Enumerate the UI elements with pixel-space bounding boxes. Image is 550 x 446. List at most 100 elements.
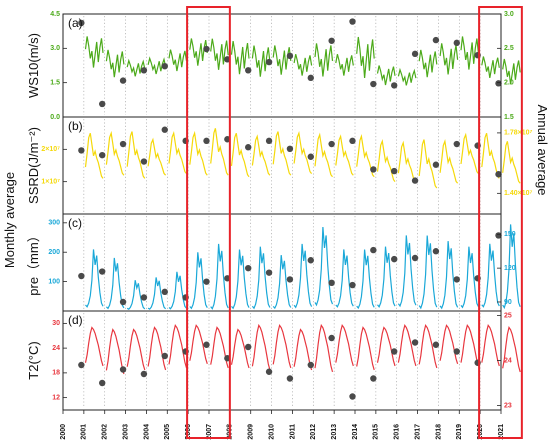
panel-d: 12 18 24 30 23 24 25 (d) T2(°C) — [26, 310, 521, 411]
monthly-series-2010 — [272, 45, 292, 75]
annual-point-2001 — [78, 147, 85, 154]
monthly-series-2019 — [460, 324, 480, 367]
monthly-series-2002 — [105, 130, 125, 176]
monthly-series-2006 — [189, 130, 208, 176]
annual-point-2015 — [370, 166, 377, 173]
annual-point-2013 — [328, 140, 335, 148]
right-tick-label: 23 — [504, 402, 512, 409]
monthly-series-2014 — [356, 326, 375, 371]
left-tick-label: 30 — [52, 320, 60, 327]
left-tick-label: 2×10⁷ — [41, 146, 60, 153]
monthly-series-2009 — [251, 323, 271, 371]
y-axis-title: pre（mm） — [26, 229, 41, 295]
monthly-series-2012 — [314, 226, 334, 307]
monthly-series-2007 — [210, 326, 229, 369]
annual-point-2018 — [432, 248, 440, 255]
annual-point-2019 — [453, 276, 460, 283]
annual-point-2013 — [328, 279, 335, 287]
x-tick-label: 2009 — [248, 424, 255, 440]
annual-point-2017 — [411, 50, 419, 58]
monthly-series-2003 — [126, 328, 146, 371]
left-tick-label: 1.5 — [50, 80, 60, 87]
monthly-series-2015 — [376, 326, 396, 367]
monthly-series-2004 — [147, 137, 167, 176]
monthly-series-2002 — [105, 328, 125, 375]
monthly-series-2013 — [335, 249, 354, 308]
monthly-series-2006 — [189, 252, 208, 310]
monthly-series-2015 — [376, 65, 396, 86]
monthly-series-2005 — [168, 271, 187, 310]
x-tick-label: 2019 — [456, 424, 463, 440]
left-tick-label: 4.5 — [50, 11, 60, 18]
monthly-series-2006 — [189, 38, 208, 66]
monthly-series-2017 — [418, 235, 438, 310]
monthly-series-2016 — [397, 67, 417, 86]
monthly-series-2011 — [293, 130, 313, 174]
annual-point-2019 — [453, 140, 460, 148]
monthly-series-2010 — [272, 255, 292, 310]
monthly-series-2002 — [105, 49, 125, 78]
right-tick-label: 1.78×10⁷ — [504, 130, 532, 137]
monthly-series-2008 — [230, 41, 250, 75]
monthly-series-2020 — [481, 132, 500, 179]
monthly-series-2006 — [189, 324, 208, 364]
monthly-series-2018 — [439, 138, 459, 184]
monthly-series-2012 — [314, 323, 334, 373]
right-tick-label: 120 — [504, 265, 516, 272]
annual-point-2002 — [99, 268, 106, 275]
x-tick-label: 2018 — [435, 424, 442, 440]
annual-point-2009 — [245, 264, 252, 272]
monthly-series-2007 — [210, 128, 229, 176]
annual-point-2016 — [391, 167, 398, 175]
right-tick-label: 3.0 — [504, 11, 514, 18]
annual-point-2014 — [349, 281, 356, 289]
monthly-series-2011 — [293, 54, 313, 76]
annual-point-2005 — [161, 352, 168, 360]
panel-label: (c) — [68, 216, 82, 230]
monthly-series-2016 — [397, 324, 417, 367]
annual-point-2004 — [140, 370, 148, 378]
monthly-series-2021 — [502, 326, 521, 373]
annual-point-2002 — [99, 100, 106, 108]
monthly-series-2009 — [251, 45, 271, 77]
right-tick-label: 2.0 — [504, 80, 514, 87]
annual-point-2010 — [265, 58, 273, 66]
annual-point-2003 — [119, 77, 127, 84]
annual-point-2016 — [391, 255, 398, 263]
annual-point-2009 — [245, 67, 252, 74]
x-tick-label: 2017 — [414, 424, 421, 440]
annual-point-2001 — [78, 361, 85, 369]
annual-point-2018 — [432, 161, 440, 168]
annual-point-2012 — [307, 361, 314, 369]
right-tick-label: 90 — [504, 299, 512, 306]
monthly-series-2001 — [85, 249, 104, 308]
annual-point-2005 — [161, 288, 168, 296]
monthly-series-2017 — [418, 49, 438, 78]
monthly-series-2010 — [272, 131, 292, 176]
monthly-series-2001 — [84, 326, 104, 367]
annual-point-2012 — [307, 74, 314, 82]
left-tick-label: 18 — [52, 370, 60, 377]
y-axis-title: WS10(m/s) — [26, 33, 41, 98]
x-tick-label: 2005 — [164, 424, 171, 440]
monthly-series-2019 — [460, 132, 479, 174]
monthly-series-2009 — [251, 134, 271, 176]
annual-point-2021 — [495, 171, 502, 178]
x-tick-label: 2012 — [310, 424, 317, 440]
monthly-series-2019 — [460, 36, 480, 70]
panel-label: (b) — [68, 119, 83, 133]
monthly-series-2001 — [84, 36, 104, 68]
monthly-series-2005 — [168, 130, 187, 174]
panel-label: (a) — [68, 16, 83, 30]
panel-label: (d) — [68, 313, 83, 327]
y-axis-title: T2(°C) — [26, 341, 41, 379]
right-tick-label: 150 — [504, 231, 516, 238]
monthly-series-2017 — [418, 139, 438, 189]
right-axis-title: Annual average — [535, 104, 550, 195]
annual-point-2001 — [78, 272, 85, 280]
monthly-series-2004 — [147, 326, 167, 371]
panel-b: 1×10⁷ 2×10⁷ 1.40×10⁷ 1.78×10⁷ (b) SSRD(J/m⁻²) — [26, 116, 532, 215]
annual-point-2012 — [307, 257, 314, 264]
monthly-series-2021 — [502, 224, 521, 310]
monthly-series-2013 — [335, 324, 354, 367]
